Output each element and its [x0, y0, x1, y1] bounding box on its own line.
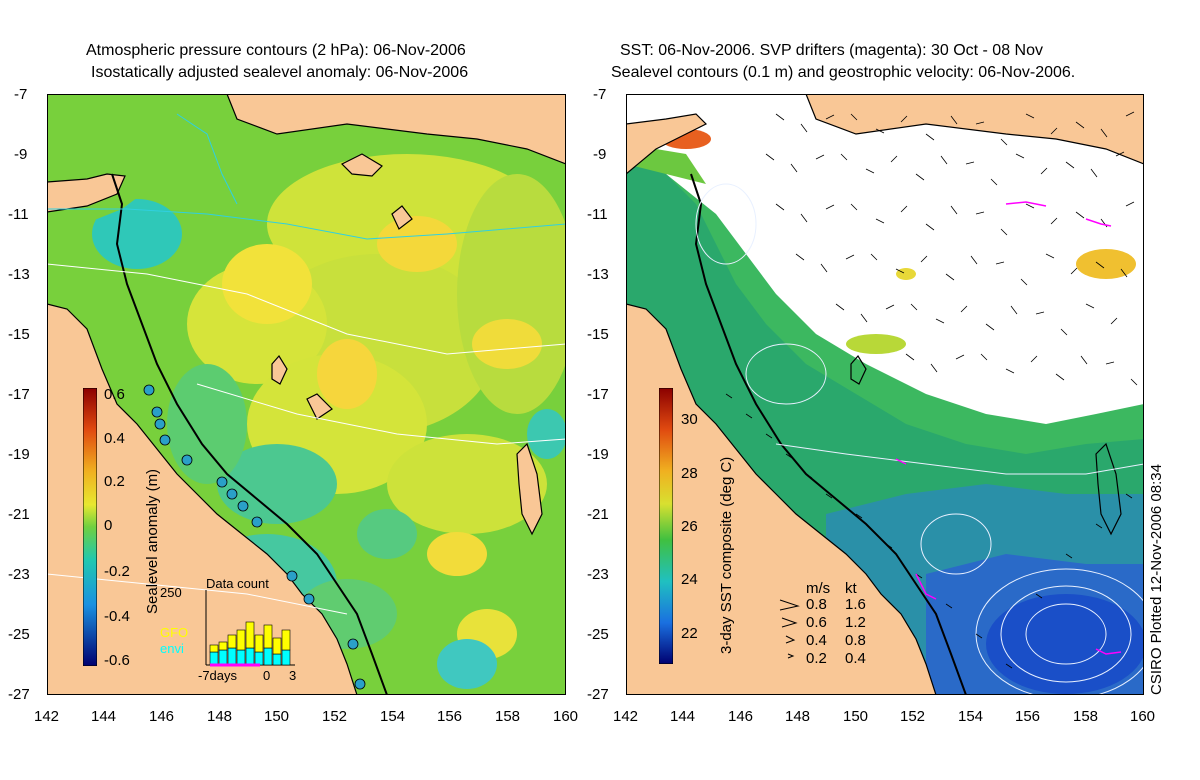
y-tick-right: -11: [587, 206, 608, 223]
left-cbar-tick: 0.4: [104, 430, 125, 447]
y-tick-left: -15: [8, 326, 30, 343]
y-tick-left: -7: [14, 86, 28, 103]
data-count-max: 250: [160, 585, 182, 600]
geostrophic-velocity-arrows: [725, 111, 1138, 669]
tide-gauge-markers: [143, 384, 366, 690]
y-tick-right: -25: [587, 626, 609, 643]
left-title-line1: Atmospheric pressure contours (2 hPa): 0…: [86, 42, 466, 59]
y-tick-right: -19: [587, 446, 609, 463]
y-tick-left: -21: [8, 506, 30, 523]
x-tick-left: 150: [264, 708, 290, 725]
velocity-legend-ms: 0.2: [806, 650, 827, 667]
velocity-legend-arrows: [779, 599, 800, 659]
x-tick-left: 144: [91, 708, 117, 725]
y-tick-right: -21: [587, 506, 609, 523]
left-cbar-tick: -0.6: [104, 652, 130, 669]
y-tick-left: -11: [8, 206, 29, 223]
land-mass: [47, 94, 566, 695]
velocity-legend-header-kt: kt: [845, 580, 857, 597]
data-count-xtick: -7days: [198, 668, 238, 683]
x-tick-left: 142: [34, 708, 60, 725]
y-tick-left: -17: [8, 386, 30, 403]
left-cbar-tick: 0.2: [104, 473, 125, 490]
right-cbar-tick: 26: [681, 518, 698, 535]
left-cbar-tick: -0.2: [104, 563, 130, 580]
x-tick-right: 144: [670, 708, 696, 725]
y-tick-right: -9: [593, 146, 607, 163]
x-tick-right: 160: [1130, 708, 1156, 725]
right-cbar-tick: 30: [681, 411, 698, 428]
right-colorbar-label: 3-day SST composite (deg C): [718, 456, 735, 654]
velocity-legend-kt: 1.6: [845, 596, 866, 613]
velocity-legend-kt: 0.8: [845, 632, 866, 649]
x-tick-left: 154: [380, 708, 406, 725]
credit-label: CSIRO Plotted 12-Nov-2006 08:34: [1148, 464, 1165, 695]
left-cbar-tick: 0: [104, 517, 113, 534]
pressure-contours: [47, 113, 566, 615]
velocity-legend-ms: 0.4: [806, 632, 827, 649]
left-cbar-tick: 0.6: [104, 386, 125, 403]
data-count-histogram: [205, 590, 295, 667]
left-map: [47, 94, 566, 695]
y-tick-right: -17: [587, 386, 609, 403]
right-cbar-tick: 28: [681, 465, 698, 482]
data-count-xtick: 3: [289, 668, 297, 683]
y-tick-left: -13: [8, 266, 30, 283]
left-cbar-tick: -0.4: [104, 608, 130, 625]
x-tick-left: 160: [553, 708, 579, 725]
bathymetry-contour: [111, 173, 388, 695]
x-tick-right: 156: [1015, 708, 1041, 725]
right-cbar-tick: 24: [681, 571, 698, 588]
x-tick-right: 142: [613, 708, 639, 725]
x-tick-left: 156: [437, 708, 463, 725]
data-count-legend-gfo: GFO: [160, 625, 189, 640]
data-count-title: Data count: [206, 576, 269, 591]
x-tick-right: 146: [728, 708, 754, 725]
y-tick-left: -19: [8, 446, 30, 463]
data-count-legend-envi: envi: [160, 641, 184, 656]
sealevel-anomaly-field: [92, 154, 566, 689]
x-tick-left: 146: [149, 708, 175, 725]
right-colorbar: [659, 388, 673, 664]
x-tick-left: 148: [207, 708, 233, 725]
y-tick-left: -25: [8, 626, 30, 643]
velocity-legend-ms: 0.6: [806, 614, 827, 631]
y-tick-right: -23: [587, 566, 609, 583]
right-title-line1: SST: 06-Nov-2006. SVP drifters (magenta)…: [620, 42, 1043, 59]
y-tick-right: -15: [587, 326, 609, 343]
x-tick-right: 152: [900, 708, 926, 725]
x-tick-right: 148: [785, 708, 811, 725]
right-title-line2: Sealevel contours (0.1 m) and geostrophi…: [611, 64, 1076, 81]
right-map: [626, 94, 1144, 695]
bathymetry-contour: [690, 173, 967, 695]
y-tick-left: -27: [8, 686, 30, 703]
svp-drifter-tracks: [895, 201, 1122, 655]
velocity-legend-kt: 1.2: [845, 614, 866, 631]
right-cbar-tick: 22: [681, 625, 698, 642]
velocity-legend-ms: 0.8: [806, 596, 827, 613]
velocity-legend-header-ms: m/s: [806, 580, 831, 597]
x-tick-right: 150: [843, 708, 869, 725]
left-colorbar: [83, 388, 97, 666]
y-tick-right: -27: [587, 686, 609, 703]
velocity-legend-kt: 0.4: [845, 650, 866, 667]
x-tick-left: 152: [322, 708, 348, 725]
y-tick-right: -7: [593, 86, 607, 103]
y-tick-left: -23: [8, 566, 30, 583]
y-tick-right: -13: [587, 266, 609, 283]
x-tick-left: 158: [495, 708, 521, 725]
left-colorbar-label: Sealevel anomaly (m): [144, 468, 161, 614]
data-count-xtick: 0: [263, 668, 271, 683]
left-title-line2: Isostatically adjusted sealevel anomaly:…: [91, 64, 469, 81]
y-tick-left: -9: [14, 146, 28, 163]
x-tick-right: 154: [958, 708, 984, 725]
land-mass: [626, 94, 1144, 695]
x-tick-right: 158: [1073, 708, 1099, 725]
